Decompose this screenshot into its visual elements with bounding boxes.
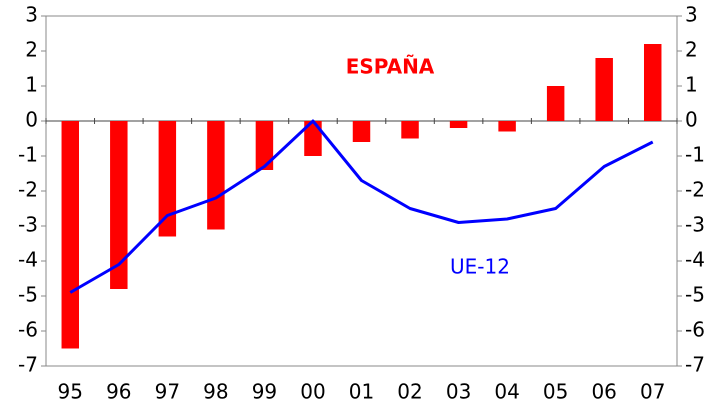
line (69, 119, 654, 294)
bar (595, 58, 613, 121)
y-tick-label: 1 (25, 73, 38, 97)
bar (110, 121, 128, 289)
y2-tick-label: -7 (685, 353, 705, 377)
bar (61, 121, 80, 349)
y2-tick-label: -5 (685, 283, 705, 307)
y2-tick-label: -4 (685, 248, 705, 272)
x-tick-label: 99 (252, 380, 277, 404)
y-tick-label: -3 (18, 213, 38, 237)
y2-tick-label: -1 (685, 143, 705, 167)
bar (498, 121, 516, 132)
bar (449, 121, 468, 128)
y2-tick-label: -2 (685, 178, 705, 202)
y2-tick-label: 1 (685, 73, 698, 97)
bar (643, 44, 662, 121)
x-tick-label: 97 (155, 380, 180, 404)
y2-tick-label: 3 (685, 3, 698, 27)
bar (255, 121, 274, 170)
y-tick-label: 0 (25, 108, 38, 132)
x-tick-label: 95 (58, 380, 83, 404)
x-tick-label: 06 (591, 380, 616, 404)
x-tick-label: 01 (349, 380, 374, 404)
y-tick-label: -2 (18, 178, 38, 202)
x-tick-label: 07 (640, 380, 665, 404)
y-tick-label: -4 (18, 248, 38, 272)
y-tick-label: 3 (25, 3, 38, 27)
y-tick-label: -5 (18, 283, 38, 307)
x-tick-label: 00 (300, 380, 325, 404)
y2-tick-label: 0 (685, 108, 698, 132)
y-tick-label: -7 (18, 353, 38, 377)
bar (158, 121, 177, 237)
y-tick-label: -6 (18, 318, 38, 342)
bar (304, 121, 322, 156)
y-tick-label: 2 (25, 38, 38, 62)
x-tick-label: 96 (106, 380, 131, 404)
x-tick-label: 98 (203, 380, 228, 404)
x-tick-label: 02 (397, 380, 422, 404)
y2-tick-label: 2 (685, 38, 698, 62)
x-tick-label: 05 (543, 380, 568, 404)
series-label: UE-12 (450, 255, 510, 279)
bar (401, 121, 419, 139)
bar (207, 121, 225, 230)
y2-tick-label: -3 (685, 213, 705, 237)
bar (546, 86, 565, 121)
x-tick-label: 04 (494, 380, 519, 404)
x-tick-label: 03 (446, 380, 471, 404)
y-tick-label: -1 (18, 143, 38, 167)
y2-tick-label: -6 (685, 318, 705, 342)
series-label: ESPAÑA (346, 55, 435, 79)
bar (352, 121, 371, 142)
